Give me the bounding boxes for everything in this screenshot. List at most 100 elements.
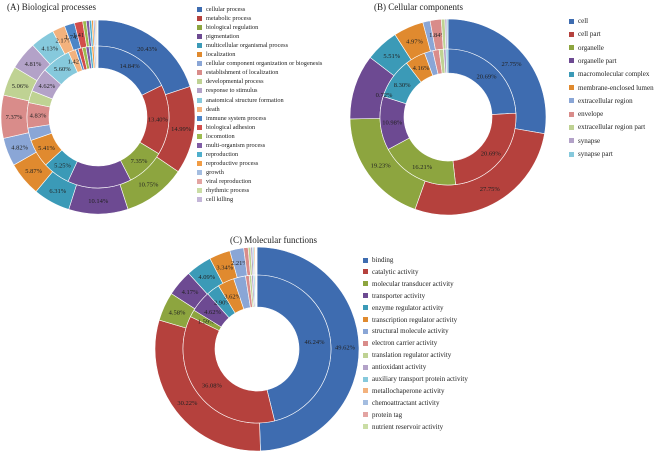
legend-item: envelope	[569, 110, 603, 118]
legend-item: transcription regulator activity	[363, 316, 457, 324]
legend-label: localization	[206, 51, 236, 59]
legend-item: electron carrier activity	[363, 339, 437, 347]
legend-item: binding	[363, 256, 393, 264]
legend-swatch	[197, 52, 202, 58]
legend-swatch	[569, 45, 574, 51]
legend-label: cell	[578, 17, 589, 25]
slice-label: 4.62%	[204, 309, 221, 316]
legend-item: growth	[197, 169, 224, 176]
legend-label: anatomical structure formation	[206, 96, 284, 104]
panel-molecular-functions: (C) Molecular functions 49.62% 30.22% 4.58…	[150, 230, 665, 456]
legend-item: establishment of localization	[197, 69, 278, 76]
legend-label: translation regulator activity	[372, 351, 452, 360]
slice-label: 20.69%	[481, 150, 502, 157]
legend-label: envelope	[578, 110, 604, 119]
legend-swatch	[363, 317, 368, 322]
donut-chart: 49.62% 30.22% 4.58% 4.17% 4.09%3.34%2.21% 46.…	[154, 246, 360, 452]
legend-label: chemoattractant activity	[372, 398, 440, 407]
legend-item: synapse part	[569, 150, 613, 158]
legend-swatch	[363, 257, 368, 263]
slice-label: 10.14%	[88, 198, 109, 205]
legend-label: metabolic process	[206, 15, 252, 23]
donut-chart: 27.75% 27.75% 19.23% 5.51% 4.97% 1.84% 20.69% 2…	[349, 18, 547, 216]
slice-label: 16.21%	[412, 164, 433, 171]
legend-label: metallochaperone activity	[372, 386, 445, 395]
legend-item: reproductive process	[197, 160, 258, 167]
slice-label: 3.62%	[224, 294, 241, 301]
slice-label: 5.87%	[25, 168, 42, 175]
legend-item: biological regulation	[197, 24, 258, 31]
legend-swatch	[363, 340, 368, 346]
legend-item: anatomical structure formation	[197, 97, 284, 104]
slice-label: 4.62%	[38, 83, 55, 90]
chart-title: (C) Molecular functions	[230, 235, 317, 245]
legend-swatch	[363, 376, 368, 382]
legend-label: organelle	[578, 43, 604, 52]
legend-swatch	[569, 124, 574, 130]
legend-item: nutrient reservoir activity	[363, 423, 443, 431]
donut-slice-inner-0	[256, 274, 332, 422]
slice-label: 2.90%	[214, 300, 231, 307]
slice-label: 4.58%	[169, 309, 186, 316]
legend-swatch	[363, 328, 368, 334]
legend-item: response to stimulus	[197, 87, 257, 94]
legend-label: biological adhesion	[206, 123, 256, 131]
legend-swatch	[197, 133, 202, 139]
legend-label: protein tag	[372, 410, 403, 419]
legend-swatch	[363, 281, 368, 287]
legend-swatch	[197, 197, 202, 203]
legend-label: cellular component organization or bioge…	[206, 60, 323, 68]
legend-swatch	[197, 43, 202, 49]
slice-label: 19.23%	[371, 163, 392, 170]
legend-item: immune system process	[197, 115, 266, 122]
legend-item: auxiliary transport protein activity	[363, 375, 468, 383]
slice-label: 1.42%	[68, 58, 85, 65]
donut-slice-outer-21	[97, 19, 99, 47]
slice-label: 10.75%	[138, 181, 159, 188]
legend-label: cell killing	[206, 196, 234, 204]
legend-label: transcription regulator activity	[372, 315, 458, 324]
legend-swatch	[363, 352, 368, 358]
legend-swatch	[197, 142, 202, 148]
legend-swatch	[197, 160, 202, 166]
slice-label: 5.06%	[12, 83, 29, 90]
legend-swatch	[197, 34, 202, 40]
legend-swatch	[363, 424, 368, 430]
legend-label: extracellular region part	[578, 123, 646, 132]
slice-label: 1.59%	[198, 318, 215, 325]
legend-swatch	[197, 16, 202, 22]
slice-label: 27.75%	[501, 61, 522, 68]
legend-swatch	[569, 111, 574, 117]
legend-swatch	[569, 151, 574, 157]
slice-label: 5.51%	[383, 53, 400, 60]
slice-label: 36.08%	[202, 383, 223, 390]
slice-label: 1.74%	[65, 34, 82, 41]
legend-label: multicellular organismal process	[206, 42, 289, 50]
legend-item: cell part	[569, 30, 601, 38]
legend-label: catalytic activity	[372, 267, 419, 276]
legend-label: antioxidant activity	[372, 363, 427, 372]
slice-label: 6.31%	[49, 188, 66, 195]
panel-biological-processes: (A) Biological processes 20.43% 14.99% 10.…	[0, 0, 330, 225]
slice-label: 49.62%	[335, 345, 356, 352]
legend-swatch	[569, 85, 574, 90]
legend-item: structural molecule activity	[363, 327, 449, 335]
slice-label: 4.81%	[25, 61, 42, 68]
legend-item: locomotion	[197, 133, 235, 140]
slice-label: 5.25%	[54, 163, 71, 170]
legend-item: localization	[197, 51, 235, 58]
legend-swatch	[363, 269, 368, 275]
legend-swatch	[363, 388, 368, 394]
legend-label: reproduction	[206, 150, 239, 158]
legend-item: protein tag	[363, 411, 402, 419]
legend-label: pigmentation	[206, 33, 240, 41]
legend-swatch	[197, 115, 202, 121]
legend-item: translation regulator activity	[363, 351, 451, 359]
legend-item: extracellular region	[569, 97, 633, 105]
legend-label: immune system process	[206, 114, 267, 122]
legend-label: synapse	[578, 136, 601, 145]
legend-item: rhythmic process	[197, 187, 249, 194]
legend-item: cellular component organization or bioge…	[197, 60, 322, 67]
donut-chart: 20.43% 14.99% 10.75% 10.14% 6.31% 5.87% 4.82% 7…	[0, 19, 196, 215]
slice-label: 4.09%	[198, 274, 215, 281]
